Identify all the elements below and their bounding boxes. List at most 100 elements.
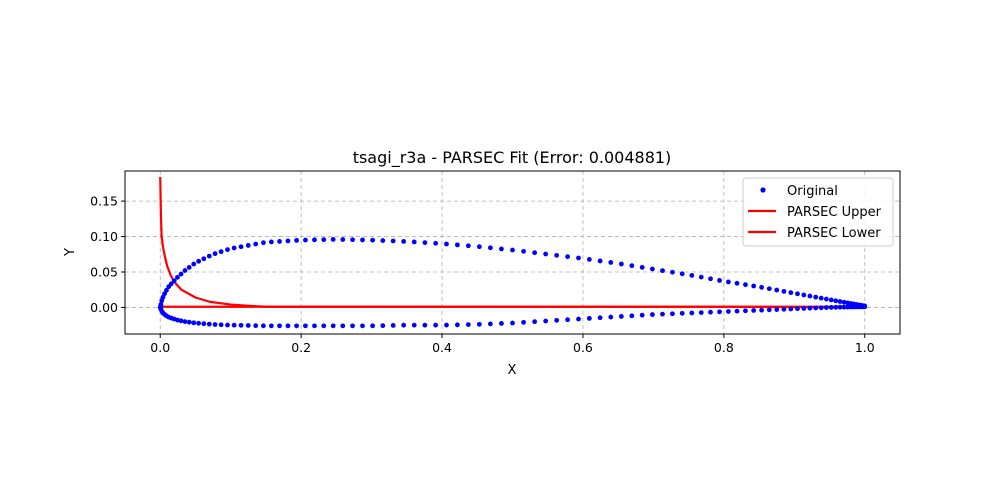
original-point-upper [164, 287, 169, 293]
original-point-upper [178, 271, 184, 277]
original-point-lower [360, 323, 365, 329]
original-point-lower [196, 320, 202, 326]
original-point-lower [380, 323, 386, 329]
original-point-lower [390, 323, 396, 328]
original-point-upper [465, 243, 471, 249]
original-point-upper [833, 298, 839, 304]
original-point-upper [597, 258, 603, 264]
original-point-upper [444, 241, 449, 247]
legend-label-parsec-lower: PARSEC Lower [787, 226, 881, 241]
original-point-lower [182, 319, 188, 325]
plot-frame [124, 170, 901, 335]
original-point-lower [717, 309, 722, 315]
original-point-upper [698, 274, 704, 280]
original-point-upper [618, 261, 624, 267]
original-point-upper [245, 243, 251, 248]
original-point-lower [340, 323, 346, 329]
original-point-lower [401, 322, 407, 328]
original-point-lower [303, 323, 308, 329]
original-point-upper [639, 264, 645, 270]
original-point-upper [285, 238, 291, 244]
original-point-lower [862, 304, 868, 310]
original-point-upper [370, 237, 375, 243]
original-point-lower [759, 307, 764, 313]
original-point-lower [350, 323, 355, 329]
original-point-upper [795, 291, 800, 297]
original-point-lower [726, 309, 731, 314]
original-point-upper [212, 251, 218, 257]
original-point-upper [182, 268, 188, 273]
original-point-lower [751, 308, 757, 313]
original-point-upper [261, 240, 266, 246]
original-point-upper [788, 290, 794, 296]
original-point-upper [499, 246, 504, 252]
original-point-upper [828, 297, 834, 303]
original-point-lower [565, 317, 571, 323]
original-point-lower [708, 309, 713, 315]
original-point-lower [454, 322, 460, 328]
original-point-upper [774, 287, 780, 293]
original-point-upper [454, 242, 460, 248]
original-point-upper [253, 241, 259, 247]
original-point-lower [206, 321, 212, 327]
y-tick-label: 0.10 [90, 229, 118, 244]
original-point-upper [487, 245, 493, 251]
original-point-upper [350, 237, 355, 243]
original-point-lower [411, 322, 417, 328]
original-point-upper [841, 299, 847, 305]
original-point-lower [679, 310, 685, 316]
original-point-lower [828, 304, 834, 310]
original-point-lower [476, 321, 482, 327]
original-point-upper [807, 293, 813, 299]
original-point-upper [218, 249, 224, 255]
y-tick-label: 0.15 [90, 194, 118, 209]
original-point-upper [390, 238, 396, 244]
original-point-upper [781, 288, 787, 294]
original-point-upper [201, 256, 207, 262]
x-tick-label: 0.8 [714, 340, 734, 355]
original-point-upper [586, 257, 592, 262]
x-tick-label: 0.0 [150, 340, 170, 355]
original-point-lower [330, 323, 336, 329]
original-point-upper [277, 239, 282, 244]
original-point-lower [245, 323, 251, 328]
original-point-upper [565, 254, 571, 260]
original-point-upper [330, 237, 336, 242]
original-point-upper [380, 238, 386, 243]
original-point-lower [670, 311, 675, 317]
original-point-upper [186, 264, 192, 270]
original-point-lower [543, 318, 549, 324]
original-point-upper [521, 248, 526, 254]
original-point-upper [818, 295, 824, 301]
legend-label-original: Original [787, 184, 838, 199]
original-point-upper [340, 237, 346, 242]
original-point-lower [650, 312, 655, 317]
original-point-lower [433, 322, 439, 328]
original-point-lower [253, 323, 259, 329]
original-point-lower [823, 305, 829, 310]
axis-ticks: 0.0 0.2 0.4 0.6 0.8 1.0 0.00 0.05 0.10 0.15 [90, 194, 875, 355]
original-point-lower [618, 314, 624, 319]
original-point-lower [444, 322, 449, 328]
original-point-lower [285, 323, 291, 329]
original-point-upper [543, 251, 549, 257]
original-point-lower [312, 323, 317, 329]
original-point-lower [833, 304, 839, 310]
plot-data [157, 176, 868, 329]
original-point-lower [807, 305, 813, 311]
original-point-lower [218, 322, 224, 328]
original-point-lower [689, 310, 695, 316]
original-point-upper [411, 239, 417, 245]
original-point-upper [751, 283, 757, 289]
original-point-lower [191, 320, 197, 326]
original-point-lower [178, 318, 184, 324]
original-point-lower [294, 323, 299, 329]
original-point-lower [422, 322, 428, 328]
original-point-upper [422, 240, 428, 246]
original-point-lower [499, 321, 504, 326]
original-point-upper [717, 278, 722, 283]
original-point-lower [186, 319, 192, 325]
y-axis-label: Y [63, 248, 78, 257]
original-point-lower [781, 306, 787, 312]
original-point-lower [268, 323, 274, 329]
